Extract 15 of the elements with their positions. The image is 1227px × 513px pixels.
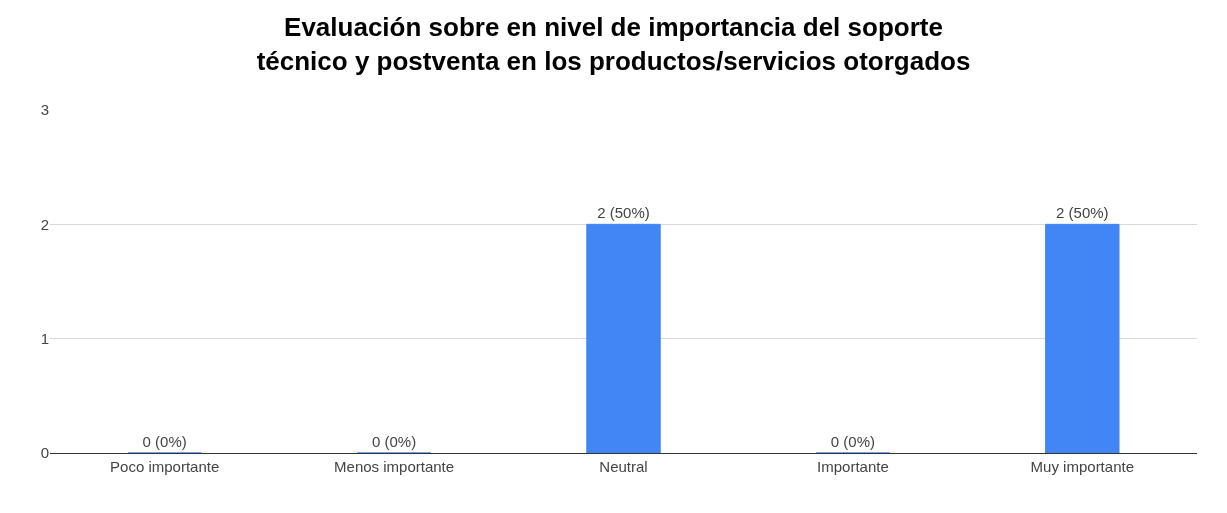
y-tick-label: 3 bbox=[40, 101, 49, 119]
data-label: 0 (0%) bbox=[372, 433, 417, 450]
y-tick-label: 0 bbox=[40, 444, 49, 462]
data-label: 2 (50%) bbox=[597, 204, 650, 222]
y-tick-label: 2 bbox=[40, 215, 49, 233]
data-label: 2 (50%) bbox=[1056, 204, 1109, 222]
x-tick-label: Importante bbox=[817, 458, 889, 475]
data-label: 0 (0%) bbox=[830, 433, 875, 450]
data-label: 0 (0%) bbox=[142, 433, 187, 450]
x-tick-label: Poco importante bbox=[110, 458, 220, 475]
y-tick-label: 1 bbox=[40, 329, 49, 347]
x-tick-label: Neutral bbox=[599, 458, 648, 475]
x-tick-label: Muy importante bbox=[1030, 458, 1134, 475]
x-tick-label: Menos importante bbox=[334, 458, 455, 475]
chart-title: Evaluación sobre en nivel de importancia del soporte técnico y postventa en los productos/servicios otorgados bbox=[256, 11, 971, 76]
